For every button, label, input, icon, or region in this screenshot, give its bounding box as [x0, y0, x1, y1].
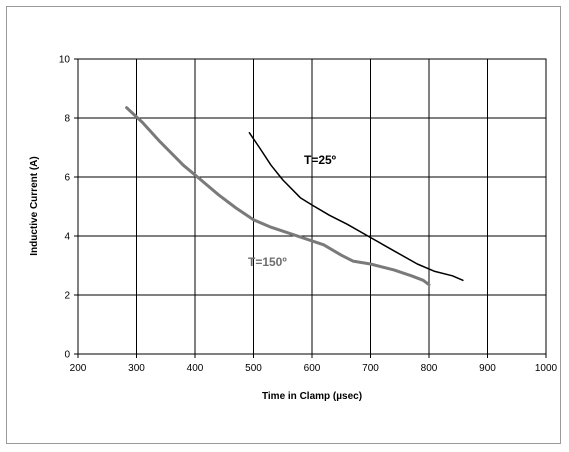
series-label-t25: T=25º [304, 153, 337, 167]
series-label-t150: T=150º [248, 255, 287, 269]
x-tick-label: 800 [421, 363, 438, 374]
series-line-0 [248, 132, 464, 282]
x-tick-label: 700 [362, 363, 379, 374]
y-tick-label: 0 [64, 350, 70, 361]
y-tick-label: 8 [64, 114, 70, 125]
grid-lines [78, 59, 546, 354]
y-tick-label: 2 [64, 291, 70, 302]
x-tick-label: 600 [304, 363, 321, 374]
series-lines [125, 106, 464, 287]
y-tick-label: 6 [64, 173, 70, 184]
axis-ticks: 200 300 400 500 600 700 800 900 1000 0 2 4 6 8 10 [59, 55, 558, 375]
y-axis-title: Inductive Current (A) [29, 156, 40, 255]
x-tick-label: 300 [128, 363, 145, 374]
y-tick-label: 10 [59, 55, 71, 66]
x-tick-label: 900 [479, 363, 496, 374]
x-tick-label: 500 [245, 363, 262, 374]
x-tick-label: 400 [187, 363, 204, 374]
x-tick-label: 200 [70, 363, 87, 374]
x-axis-title: Time in Clamp (µsec) [262, 391, 362, 402]
series-line-1 [125, 106, 431, 287]
y-tick-label: 4 [64, 232, 70, 243]
x-tick-label: 1000 [535, 363, 558, 374]
